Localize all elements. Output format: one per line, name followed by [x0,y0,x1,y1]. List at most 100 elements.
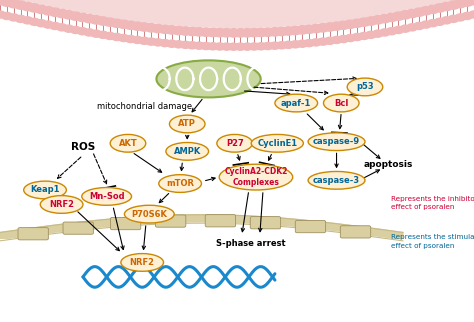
Ellipse shape [121,254,164,271]
Circle shape [179,27,191,35]
Circle shape [76,13,89,22]
Circle shape [461,0,474,6]
Ellipse shape [170,115,205,133]
Ellipse shape [156,61,261,97]
Ellipse shape [219,164,292,190]
Circle shape [49,8,61,16]
FancyBboxPatch shape [295,221,326,233]
Text: CyclinA2-CDK2
Complexes: CyclinA2-CDK2 Complexes [224,167,288,187]
Text: Represents the inhibitory
effect of psoralen: Represents the inhibitory effect of psor… [391,195,474,210]
Circle shape [36,20,46,27]
Circle shape [160,40,170,47]
Circle shape [420,6,432,15]
FancyBboxPatch shape [205,215,236,227]
Circle shape [386,28,397,35]
Circle shape [201,43,211,50]
Circle shape [69,12,82,20]
Text: S-phase arrest: S-phase arrest [217,239,286,248]
Circle shape [90,16,102,24]
Circle shape [352,33,363,41]
Text: P27: P27 [226,139,244,148]
Circle shape [241,29,254,37]
Text: Mn-Sod: Mn-Sod [89,192,125,201]
Ellipse shape [110,135,146,152]
Circle shape [28,4,40,12]
Circle shape [200,28,212,36]
Circle shape [207,28,219,37]
Circle shape [152,24,164,33]
Circle shape [105,33,115,40]
Circle shape [441,17,452,24]
Circle shape [193,28,205,36]
Circle shape [98,31,108,38]
Circle shape [0,0,6,5]
Circle shape [393,26,404,33]
Circle shape [63,11,75,19]
FancyBboxPatch shape [18,228,48,240]
Circle shape [256,43,266,50]
Circle shape [283,27,295,35]
Circle shape [462,13,473,20]
Circle shape [351,19,364,27]
Circle shape [1,13,12,20]
Circle shape [153,39,163,46]
Circle shape [290,41,301,48]
Circle shape [330,22,343,30]
Circle shape [455,14,465,21]
Polygon shape [0,215,403,238]
Circle shape [166,40,177,47]
Circle shape [221,43,232,50]
Ellipse shape [40,195,83,213]
Circle shape [454,0,466,8]
Text: p53: p53 [356,82,374,91]
Circle shape [194,42,204,49]
Circle shape [406,9,419,18]
Circle shape [283,41,294,48]
Circle shape [165,26,178,34]
Ellipse shape [308,133,365,150]
Ellipse shape [166,143,209,160]
Circle shape [304,40,314,47]
Circle shape [414,23,424,30]
Circle shape [187,42,198,49]
Ellipse shape [124,205,174,223]
Circle shape [262,28,274,36]
Circle shape [111,33,122,41]
Circle shape [97,17,109,25]
Ellipse shape [251,135,303,152]
Circle shape [50,23,60,30]
Circle shape [56,24,67,31]
Circle shape [0,11,5,18]
Circle shape [8,0,20,8]
Circle shape [138,23,150,31]
Circle shape [214,28,226,37]
Circle shape [234,29,246,37]
Circle shape [359,33,369,40]
Circle shape [421,21,431,28]
Text: mitochondrial damage: mitochondrial damage [97,102,192,111]
Circle shape [344,20,356,28]
Circle shape [345,34,356,42]
Text: CyclinE1: CyclinE1 [257,139,297,148]
Circle shape [146,38,156,45]
Ellipse shape [347,78,383,96]
Ellipse shape [82,187,131,205]
Text: apaf-1: apaf-1 [281,99,311,108]
Circle shape [132,36,143,43]
Circle shape [448,15,459,23]
Circle shape [392,12,405,20]
Circle shape [296,26,309,34]
Text: Bcl: Bcl [334,99,348,108]
Ellipse shape [159,175,201,192]
Circle shape [289,26,301,35]
Circle shape [64,25,74,32]
Text: caspase-3: caspase-3 [313,176,360,185]
Circle shape [77,28,88,35]
Circle shape [0,0,13,6]
Circle shape [440,2,453,11]
Text: mTOR: mTOR [166,179,194,188]
Circle shape [324,23,336,31]
Circle shape [249,43,259,50]
Circle shape [208,43,218,50]
Circle shape [84,29,94,36]
